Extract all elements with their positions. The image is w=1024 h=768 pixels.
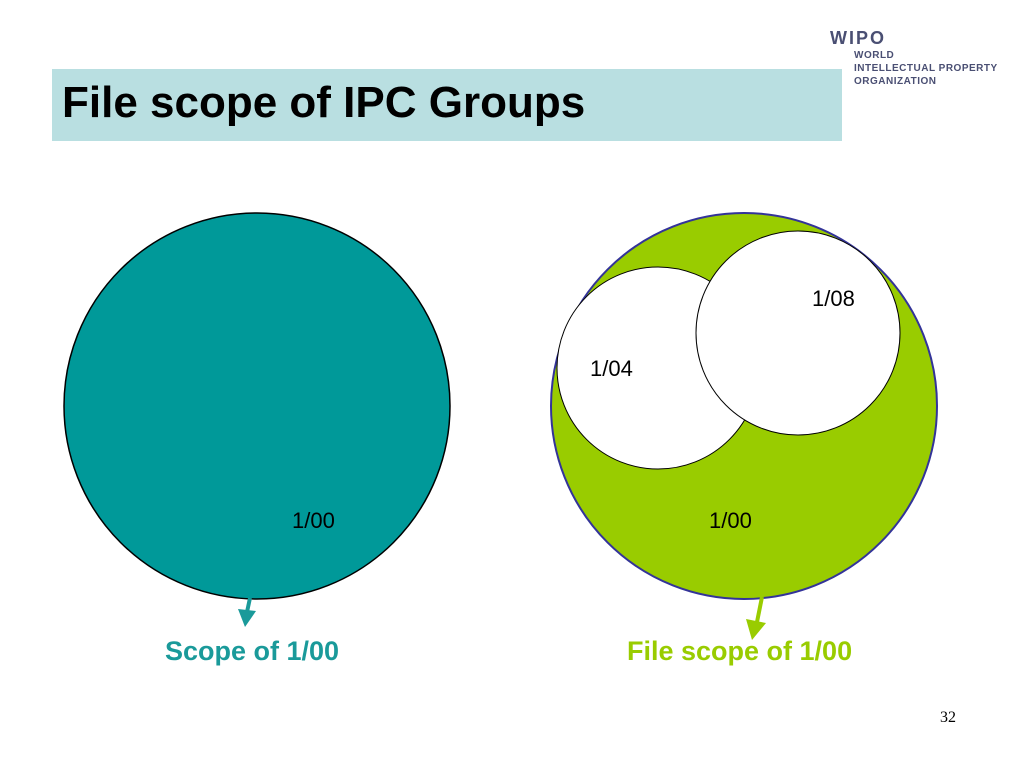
logo-line-world: WORLD	[854, 50, 895, 61]
left-scope-circle	[63, 212, 451, 600]
inner-label-1-08: 1/08	[812, 286, 855, 311]
logo-line-intellectual-property: INTELLECTUAL PROPERTY	[854, 63, 998, 74]
left-caption: Scope of 1/00	[165, 636, 340, 666]
title-bar	[52, 69, 842, 141]
inner-circle-1-08	[695, 230, 901, 436]
logo-wipo-text: WIPO	[830, 28, 886, 48]
right-arrow	[746, 596, 766, 640]
logo-line-organization: ORGANIZATION	[854, 76, 937, 87]
right-caption: File scope of 1/00	[627, 636, 853, 666]
inner-label-1-04: 1/04	[590, 356, 633, 381]
slide-title: File scope of IPC Groups	[62, 78, 586, 127]
left-circle-label: 1/00	[292, 508, 335, 533]
left-arrow	[238, 597, 256, 627]
page-number: 32	[940, 709, 956, 726]
wipo-logo: WIPO WORLD INTELLECTUAL PROPERTY ORGANIZ…	[828, 28, 1018, 92]
right-outer-label: 1/00	[709, 508, 752, 533]
